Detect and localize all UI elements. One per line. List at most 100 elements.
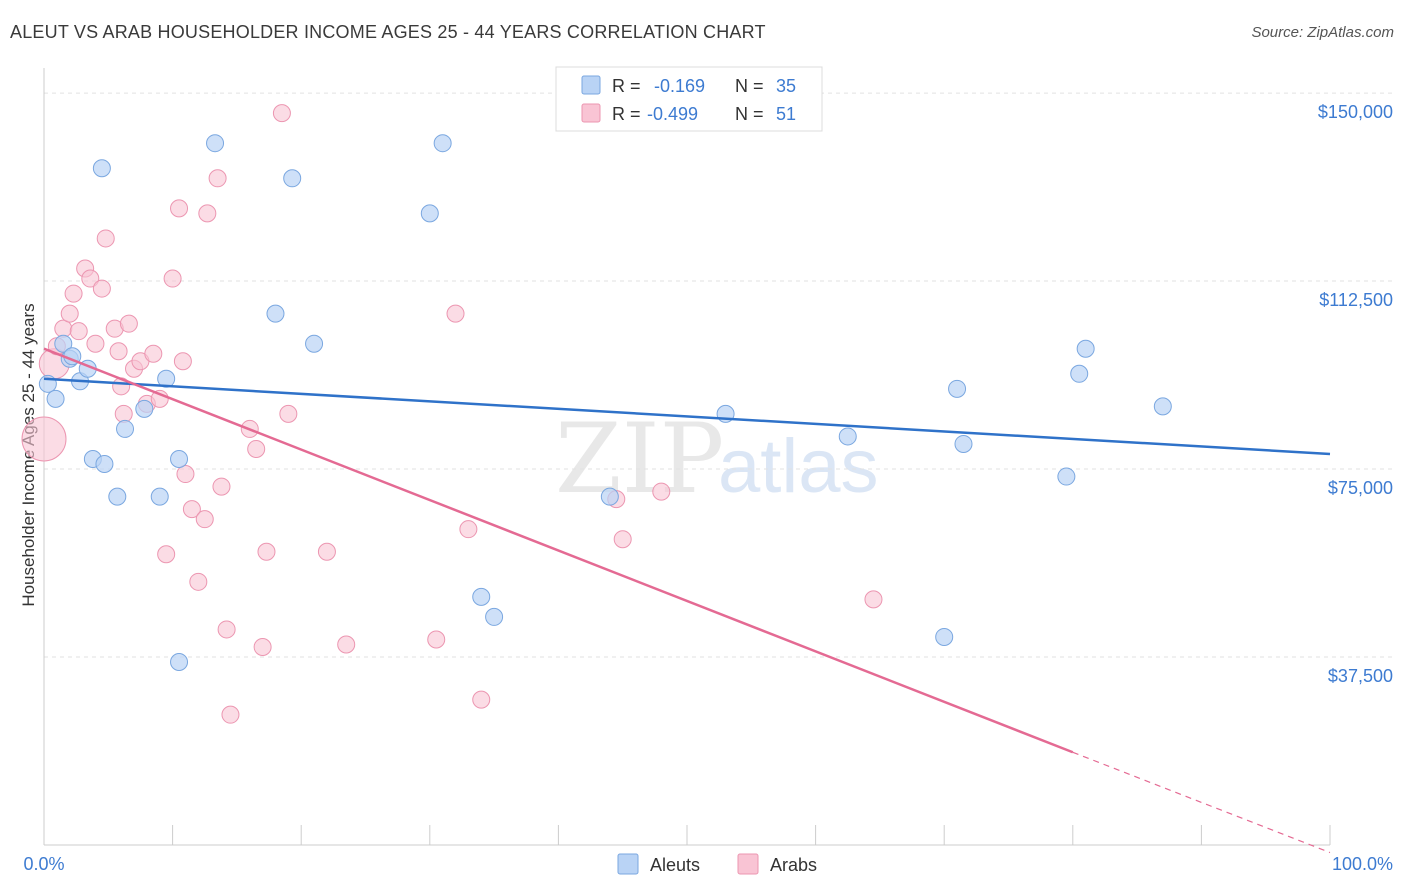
aleut-points (38, 134, 1172, 672)
legend-n-label-arabs: N = (735, 104, 764, 124)
arab-point (864, 590, 883, 609)
arab-point (652, 482, 671, 501)
arab-point (92, 279, 111, 298)
chart-source: Source: ZipAtlas.com (1251, 24, 1394, 41)
aleut-point (54, 334, 73, 353)
aleut-point (95, 455, 114, 474)
arab-point (21, 416, 67, 462)
arab-point (189, 572, 208, 591)
y-tick-label: $37,500 (1328, 666, 1393, 686)
arab-point (81, 269, 100, 288)
arab-point (446, 304, 465, 323)
aleut-point (108, 487, 127, 506)
arab-point (182, 500, 201, 519)
arab-point (109, 342, 128, 361)
arab-point (613, 530, 632, 549)
bottom-legend-swatch-aleuts (617, 853, 639, 875)
arab-point (247, 439, 266, 458)
aleut-point (600, 487, 619, 506)
aleut-point (92, 159, 111, 178)
arab-point (114, 404, 133, 423)
arab-points (21, 104, 883, 724)
aleut-point (1070, 364, 1089, 383)
arab-point (69, 322, 88, 341)
watermark-zip: ZIP (555, 403, 724, 515)
arab-point (427, 630, 446, 649)
aleut-point (954, 434, 973, 453)
aleut-point (948, 379, 967, 398)
legend-swatch-aleuts (581, 75, 601, 95)
arab-point (272, 104, 291, 123)
arab-point (157, 545, 176, 564)
arab-point (170, 199, 189, 218)
legend-r-label-aleuts: R = (612, 76, 641, 96)
legend-n-value-aleuts: 35 (776, 76, 796, 96)
aleut-point (472, 587, 491, 606)
arab-point (257, 542, 276, 561)
arab-point (217, 620, 236, 639)
x-tick-label: 100.0% (1332, 854, 1393, 874)
arab-point (54, 319, 73, 338)
bottom-legend-label-aleuts: Aleuts (650, 855, 700, 875)
arab-point (144, 344, 163, 363)
aleut-trend-line (43, 377, 1331, 456)
arab-point (212, 477, 231, 496)
aleut-point (283, 169, 302, 188)
arab-point (317, 542, 336, 561)
aleut-point (150, 487, 169, 506)
aleut-point (157, 369, 176, 388)
arab-trend-line-extension (1072, 751, 1331, 854)
aleut-point (266, 304, 285, 323)
arab-point (176, 465, 195, 484)
aleut-point (433, 134, 452, 153)
aleut-point (116, 419, 135, 438)
bottom-legend-swatch-arabs (737, 853, 759, 875)
aleut-point (170, 450, 189, 469)
aleut-point (1057, 467, 1076, 486)
aleut-point (206, 134, 225, 153)
aleut-point (1076, 339, 1095, 358)
arab-point (173, 352, 192, 371)
x-tick-label: 0.0% (23, 854, 64, 874)
y-tick-label: $75,000 (1328, 478, 1393, 498)
bottom-legend-label-arabs: Arabs (770, 855, 817, 875)
aleut-point (170, 653, 189, 672)
arab-point (337, 635, 356, 654)
aleut-point (838, 427, 857, 446)
aleut-point (135, 399, 154, 418)
arab-point (64, 284, 83, 303)
arab-point (195, 510, 214, 529)
arab-point (119, 314, 138, 333)
y-tick-label: $150,000 (1318, 102, 1393, 122)
arab-trend-line (43, 347, 1074, 754)
trend-lines (43, 347, 1331, 854)
chart-title: ALEUT VS ARAB HOUSEHOLDER INCOME AGES 25… (10, 22, 766, 42)
arab-point (163, 269, 182, 288)
aleut-point (420, 204, 439, 223)
y-tick-labels: $37,500 $75,000 $112,500 $150,000 (1318, 102, 1393, 686)
arab-point (221, 705, 240, 724)
legend-n-value-arabs: 51 (776, 104, 796, 124)
grid-lines (44, 92, 1396, 658)
legend-r-value-arabs: -0.499 (647, 104, 698, 124)
arab-point (96, 229, 115, 248)
arab-point (86, 334, 105, 353)
aleut-point (305, 334, 324, 353)
arab-point (60, 304, 79, 323)
legend-n-label-aleuts: N = (735, 76, 764, 96)
aleut-point (1153, 397, 1172, 416)
aleut-point (935, 627, 954, 646)
arab-point (459, 520, 478, 539)
arab-point (472, 690, 491, 709)
legend-bottom: Aleuts Arabs (617, 853, 817, 875)
legend-swatch-arabs (581, 103, 601, 123)
x-tick-labels: 0.0% 100.0% (23, 854, 1393, 874)
arab-point (279, 404, 298, 423)
aleut-point (46, 389, 65, 408)
arab-point (198, 204, 217, 223)
y-tick-label: $112,500 (1319, 290, 1393, 310)
legend-r-label-arabs: R = (612, 104, 641, 124)
arab-point (208, 169, 227, 188)
arab-point (253, 637, 272, 656)
